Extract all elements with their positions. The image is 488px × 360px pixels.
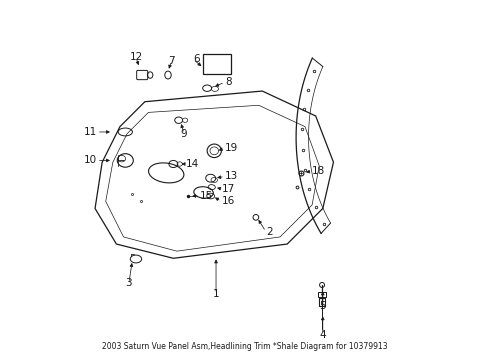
Text: 2003 Saturn Vue Panel Asm,Headlining Trim *Shale Diagram for 10379913: 2003 Saturn Vue Panel Asm,Headlining Tri… (102, 342, 386, 351)
Text: 15: 15 (200, 191, 213, 201)
Text: 10: 10 (83, 156, 97, 166)
Text: 1: 1 (212, 289, 219, 299)
Text: 2: 2 (265, 226, 272, 237)
Text: 16: 16 (221, 196, 234, 206)
Bar (319, 298, 324, 306)
Text: 8: 8 (224, 77, 231, 87)
Text: 5: 5 (319, 301, 325, 311)
Text: 13: 13 (224, 171, 238, 181)
Text: 19: 19 (224, 143, 238, 153)
Text: 11: 11 (83, 127, 97, 137)
Text: 9: 9 (181, 129, 187, 139)
Text: 7: 7 (168, 56, 175, 66)
Text: 17: 17 (221, 184, 234, 194)
Text: 18: 18 (311, 166, 325, 176)
Bar (317, 292, 325, 297)
Text: 4: 4 (319, 330, 325, 340)
Text: 14: 14 (185, 159, 199, 169)
Text: 3: 3 (125, 278, 132, 288)
Text: 12: 12 (129, 52, 142, 62)
Text: 6: 6 (192, 54, 199, 64)
